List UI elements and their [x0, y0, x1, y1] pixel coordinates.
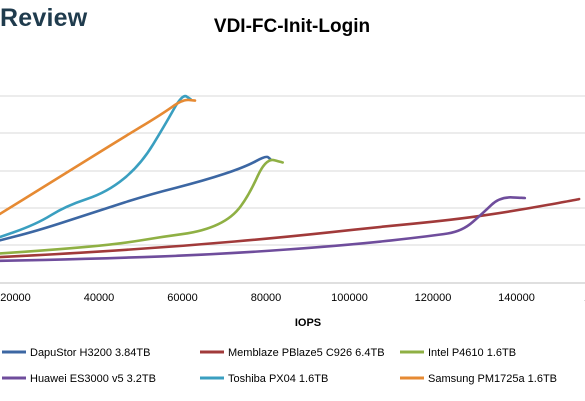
x-axis-label: IOPS	[295, 317, 321, 329]
legend-item: Huawei ES3000 v5 3.2TB	[2, 373, 156, 385]
series-line-0	[0, 155, 272, 242]
series-layer	[0, 94, 581, 263]
series-line-3	[0, 196, 527, 263]
legend-label: DapuStor H3200 3.84TB	[30, 347, 150, 359]
series-line-4	[0, 94, 193, 239]
legend-item: Samsung PM1725a 1.6TB	[400, 373, 557, 385]
series-line-1	[0, 197, 581, 259]
legend-label: Huawei ES3000 v5 3.2TB	[30, 373, 156, 385]
legend-item: DapuStor H3200 3.84TB	[2, 347, 150, 359]
x-tick-label: 40000	[84, 292, 115, 304]
brand-logo-text: Review	[0, 4, 88, 32]
series-line-2	[0, 158, 285, 255]
series-line-5	[0, 98, 197, 216]
grid-lines	[0, 95, 585, 284]
legend-label: Samsung PM1725a 1.6TB	[428, 373, 557, 385]
x-axis-ticks: 200004000060000800001000001200001400001	[0, 292, 585, 304]
x-tick-label: 60000	[167, 292, 198, 304]
legend-item: Toshiba PX04 1.6TB	[200, 373, 328, 385]
legend-label: Intel P4610 1.6TB	[428, 347, 516, 359]
legend-label: Toshiba PX04 1.6TB	[228, 373, 328, 385]
x-tick-label: 80000	[251, 292, 282, 304]
legend-item: Memblaze PBlaze5 C926 6.4TB	[200, 347, 385, 359]
chart-title: VDI-FC-Init-Login	[214, 16, 370, 37]
legend: DapuStor H3200 3.84TB Memblaze PBlaze5 C9…	[2, 347, 557, 385]
x-tick-label: 20000	[0, 292, 31, 304]
x-tick-label: 120000	[415, 292, 452, 304]
x-tick-label: 100000	[331, 292, 368, 304]
legend-item: Intel P4610 1.6TB	[400, 347, 516, 359]
x-tick-label: 140000	[498, 292, 535, 304]
legend-label: Memblaze PBlaze5 C926 6.4TB	[228, 347, 385, 359]
